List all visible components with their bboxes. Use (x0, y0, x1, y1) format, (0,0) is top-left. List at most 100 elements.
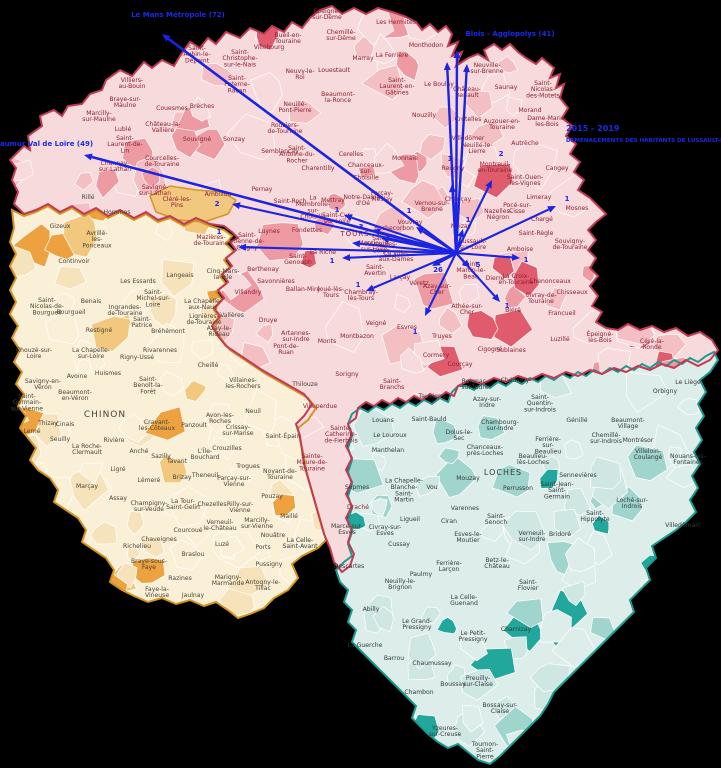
commune-cell (617, 739, 645, 764)
commune-cell (414, 271, 454, 310)
commune-cell (169, 539, 204, 571)
commune-cell (10, 6, 37, 43)
commune-cell (659, 628, 695, 659)
commune-cell (676, 397, 700, 415)
commune-cell (314, 216, 336, 236)
flow-count: 1 (413, 328, 418, 336)
flow-arrowhead (238, 243, 247, 251)
commune-cell (595, 85, 624, 119)
commune-cell (615, 56, 648, 86)
commune-cell (159, 454, 188, 484)
commune-cell (597, 681, 621, 703)
commune-cell (638, 144, 659, 172)
commune-cell (324, 301, 364, 353)
flow-arrowhead (84, 153, 93, 161)
commune-cell (560, 21, 603, 71)
commune-cell (45, 312, 79, 345)
commune-cell (695, 608, 718, 630)
commune-cell (641, 725, 682, 764)
commune-cell (403, 6, 438, 42)
commune-cell (581, 87, 606, 112)
flow-arrowhead (342, 254, 351, 262)
commune-cell (54, 266, 87, 290)
flow-count: 1 (448, 155, 453, 163)
commune-cell (698, 460, 718, 496)
flow-arrow (438, 251, 457, 264)
commune-cell (638, 579, 673, 612)
commune-cell (217, 363, 234, 381)
commune-cell (155, 220, 173, 241)
commune-cell (473, 163, 514, 199)
commune-cell (459, 635, 488, 662)
commune-cell (184, 380, 207, 402)
commune-cell (373, 142, 405, 174)
flow-arrow (388, 238, 457, 255)
flow-arrow (451, 191, 458, 254)
commune-cell (256, 222, 304, 262)
commune-cell (648, 241, 667, 256)
commune-cell (703, 564, 718, 593)
commune-cell (578, 684, 623, 719)
commune-cell (63, 213, 98, 258)
commune-cell (395, 50, 420, 82)
commune-cell (226, 565, 270, 596)
commune-cell (666, 73, 693, 104)
commune-cell (212, 435, 228, 455)
commune-cell (631, 743, 648, 759)
flow-arrow (454, 236, 462, 254)
commune-cell (506, 96, 523, 117)
flow-count: 2 (499, 150, 504, 158)
external-destination-label: Blois - Agglopolys (41) (465, 30, 554, 38)
flow-arrow (422, 230, 457, 254)
commune-cell (469, 119, 505, 148)
commune-cell (420, 606, 441, 625)
commune-cell (327, 192, 346, 212)
commune-cell (625, 371, 669, 413)
commune-cell (168, 486, 209, 529)
flow-arrowhead (448, 184, 456, 193)
flow-arrowhead (372, 228, 381, 236)
commune-cell (159, 371, 184, 397)
flow-arrowhead (366, 284, 375, 292)
flow-arrowhead (344, 214, 353, 221)
commune-cell (623, 185, 648, 209)
city-label-chinon: CHINON (84, 410, 126, 420)
commune-cell (90, 521, 118, 545)
flow-arrowhead (425, 307, 432, 316)
commune-cell (699, 538, 718, 573)
commune-cell (118, 413, 149, 443)
commune-cell (438, 447, 460, 464)
commune-cell (10, 476, 19, 492)
commune-cell (660, 536, 695, 561)
commune-cell (230, 466, 251, 484)
commune-cell (632, 230, 657, 254)
commune-cell (446, 664, 466, 686)
city-label-tours: TOURS (339, 230, 369, 238)
external-destination-labels: Le Mans Métropole (72) Blois - Agglopolys… (0, 11, 555, 148)
commune-cell (641, 690, 683, 731)
commune-cell (656, 13, 693, 61)
commune-cell (27, 496, 56, 520)
flow-arrowhead (432, 259, 441, 266)
flow-count: 26 (433, 266, 443, 274)
flow-arrow (427, 252, 457, 310)
flow-count: 1 (217, 228, 222, 236)
flow-arrowhead (463, 64, 471, 73)
flow-count: 1 (565, 195, 570, 203)
commune-cell (288, 99, 322, 124)
commune-cell (458, 283, 480, 306)
flow-count: 1 (466, 216, 471, 224)
flow-count: 1 (335, 206, 340, 214)
commune-cell (243, 388, 277, 435)
commune-cell (38, 545, 67, 570)
commune-cell (355, 696, 381, 722)
commune-cell (14, 514, 34, 533)
commune-cell (91, 315, 132, 352)
commune-cell (191, 339, 214, 360)
commune-cell (272, 493, 296, 517)
commune-cell (687, 6, 716, 29)
commune-cell (77, 358, 92, 377)
flow-arrow (167, 37, 457, 255)
commune-cell (370, 498, 388, 517)
commune-cell (435, 454, 477, 498)
